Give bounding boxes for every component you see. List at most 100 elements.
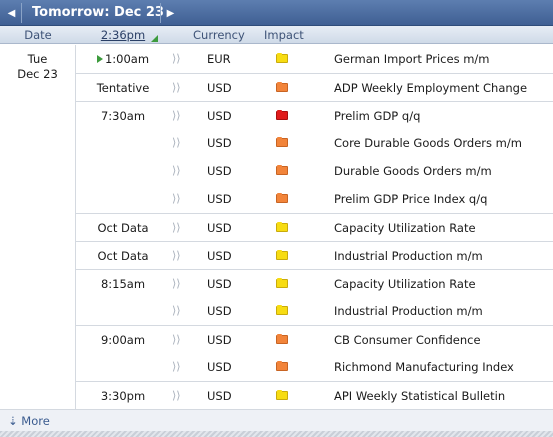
medium-impact-folder-icon <box>276 334 288 344</box>
event-currency: USD <box>207 277 232 291</box>
event-title[interactable]: Industrial Production m/m <box>334 304 483 318</box>
event-impact[interactable] <box>276 74 290 102</box>
current-time-marker-icon <box>151 35 158 42</box>
event-row[interactable]: 1:00am ⟩⟩ EUR German Import Prices m/m <box>76 45 553 73</box>
low-impact-folder-icon <box>276 390 288 400</box>
event-impact[interactable] <box>276 129 290 157</box>
sound-alert-icon[interactable]: ⟩⟩ <box>172 333 181 346</box>
event-row[interactable]: ⟩⟩ USD Core Durable Goods Orders m/m <box>76 129 553 157</box>
previous-day-button[interactable]: ◀ <box>2 3 22 23</box>
medium-impact-folder-icon <box>276 137 288 147</box>
event-row[interactable]: ⟩⟩ USD Durable Goods Orders m/m <box>76 157 553 185</box>
event-row[interactable]: 3:30pm ⟩⟩ USD API Weekly Statistical Bullet… <box>76 381 553 409</box>
sound-alert-icon[interactable]: ⟩⟩ <box>172 109 181 122</box>
date-cell: Tue Dec 23 <box>0 45 76 409</box>
event-time: 7:30am <box>76 102 170 130</box>
impact-column-header: Impact <box>264 28 304 42</box>
event-impact[interactable] <box>276 214 290 242</box>
event-title[interactable]: ADP Weekly Employment Change <box>334 81 528 95</box>
event-title[interactable]: Prelim GDP q/q <box>334 109 421 123</box>
current-time-link[interactable]: 2:36pm <box>100 28 146 42</box>
event-time: Oct Data <box>76 214 170 242</box>
event-title[interactable]: Richmond Manufacturing Index <box>334 360 514 374</box>
sound-alert-icon[interactable]: ⟩⟩ <box>172 304 181 317</box>
event-row[interactable]: 9:00am ⟩⟩ USD CB Consumer Confidence <box>76 325 553 353</box>
sound-alert-icon[interactable]: ⟩⟩ <box>172 52 181 65</box>
event-currency: USD <box>207 136 232 150</box>
event-time-text: 7:30am <box>100 109 146 123</box>
sound-alert-icon[interactable]: ⟩⟩ <box>172 221 181 234</box>
event-time <box>76 157 170 185</box>
event-impact[interactable] <box>276 185 290 213</box>
medium-impact-folder-icon <box>276 361 288 371</box>
event-time <box>76 185 170 213</box>
event-currency: USD <box>207 249 232 263</box>
event-impact[interactable] <box>276 326 290 354</box>
event-currency: USD <box>207 333 232 347</box>
event-title[interactable]: Capacity Utilization Rate <box>334 221 476 235</box>
event-title[interactable]: Core Durable Goods Orders m/m <box>334 136 522 150</box>
low-impact-folder-icon <box>276 278 288 288</box>
event-time-text: Tentative <box>96 81 150 95</box>
event-impact[interactable] <box>276 102 290 130</box>
medium-impact-folder-icon <box>276 82 288 92</box>
event-impact[interactable] <box>276 157 290 185</box>
event-time-text: 1:00am <box>104 52 150 66</box>
day-of-week: Tue <box>27 52 48 66</box>
event-row[interactable]: ⟩⟩ USD Prelim GDP Price Index q/q <box>76 185 553 213</box>
event-title[interactable]: API Weekly Statistical Bulletin <box>334 389 506 403</box>
event-time: 1:00am <box>76 45 170 73</box>
day-title: Tomorrow: Dec 23 <box>32 5 164 20</box>
event-time-text: Oct Data <box>97 249 149 263</box>
low-impact-folder-icon <box>276 222 288 232</box>
event-title[interactable]: Capacity Utilization Rate <box>334 277 476 291</box>
event-title[interactable]: CB Consumer Confidence <box>334 333 481 347</box>
event-currency: USD <box>207 304 232 318</box>
sound-alert-icon[interactable]: ⟩⟩ <box>172 249 181 262</box>
sound-alert-icon[interactable]: ⟩⟩ <box>172 81 181 94</box>
low-impact-folder-icon <box>276 53 288 63</box>
sound-alert-icon[interactable]: ⟩⟩ <box>172 277 181 290</box>
medium-impact-folder-icon <box>276 165 288 175</box>
more-link[interactable]: ⇣ More <box>8 414 50 428</box>
event-row[interactable]: ⟩⟩ USD Industrial Production m/m <box>76 297 553 325</box>
sound-alert-icon[interactable]: ⟩⟩ <box>172 164 181 177</box>
event-row[interactable]: 7:30am ⟩⟩ USD Prelim GDP q/q <box>76 101 553 129</box>
low-impact-folder-icon <box>276 305 288 315</box>
event-time: 3:30pm <box>76 382 170 410</box>
event-impact[interactable] <box>276 45 290 73</box>
event-currency: USD <box>207 221 232 235</box>
event-impact[interactable] <box>276 270 290 298</box>
sound-alert-icon[interactable]: ⟩⟩ <box>172 136 181 149</box>
event-time: Oct Data <box>76 242 170 270</box>
event-time: Tentative <box>76 74 170 102</box>
resize-strip <box>0 431 553 437</box>
event-title[interactable]: Durable Goods Orders m/m <box>334 164 492 178</box>
event-title[interactable]: German Import Prices m/m <box>334 52 490 66</box>
event-title[interactable]: Industrial Production m/m <box>334 249 483 263</box>
event-row[interactable]: Oct Data ⟩⟩ USD Industrial Production m/m <box>76 241 553 269</box>
event-impact[interactable] <box>276 353 290 381</box>
event-row[interactable]: Tentative ⟩⟩ USD ADP Weekly Employment Chan… <box>76 73 553 101</box>
event-row[interactable]: ⟩⟩ USD Richmond Manufacturing Index <box>76 353 553 381</box>
low-impact-folder-icon <box>276 250 288 260</box>
event-title[interactable]: Prelim GDP Price Index q/q <box>334 192 488 206</box>
currency-column-header: Currency <box>193 28 245 42</box>
event-impact[interactable] <box>276 382 290 410</box>
sound-alert-icon[interactable]: ⟩⟩ <box>172 192 181 205</box>
calendar-header: ◀ Tomorrow: Dec 23 ▶ <box>0 0 553 26</box>
event-row[interactable]: 8:15am ⟩⟩ USD Capacity Utilization Rate <box>76 269 553 297</box>
event-currency: USD <box>207 192 232 206</box>
next-day-button[interactable]: ▶ <box>160 3 180 23</box>
sound-alert-icon[interactable]: ⟩⟩ <box>172 360 181 373</box>
upcoming-arrow-icon <box>96 55 103 63</box>
event-row[interactable]: Oct Data ⟩⟩ USD Capacity Utilization Rate <box>76 213 553 241</box>
event-currency: USD <box>207 81 232 95</box>
event-impact[interactable] <box>276 297 290 325</box>
event-currency: USD <box>207 109 232 123</box>
day-date: Dec 23 <box>17 67 58 81</box>
column-headers: Date 2:36pm Currency Impact <box>0 26 553 44</box>
event-impact[interactable] <box>276 242 290 270</box>
event-time <box>76 129 170 157</box>
sound-alert-icon[interactable]: ⟩⟩ <box>172 389 181 402</box>
